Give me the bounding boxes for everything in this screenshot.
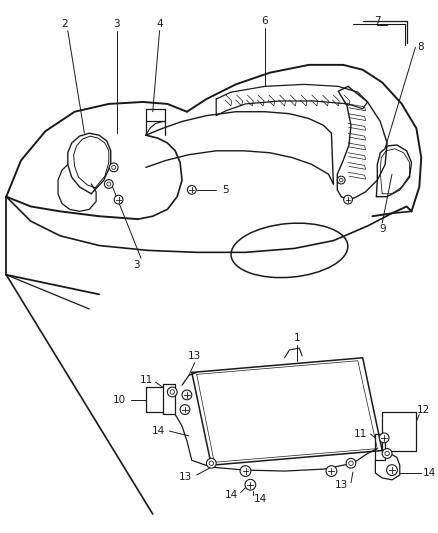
Text: 10: 10: [113, 395, 127, 405]
Text: 8: 8: [417, 42, 424, 52]
Circle shape: [206, 458, 216, 468]
Circle shape: [104, 180, 113, 188]
Text: 2: 2: [62, 19, 68, 29]
Text: 3: 3: [113, 19, 120, 29]
Text: 7: 7: [374, 16, 381, 26]
Circle shape: [114, 195, 123, 204]
Circle shape: [240, 466, 251, 477]
Text: 14: 14: [224, 489, 238, 499]
Text: 4: 4: [156, 19, 163, 29]
Circle shape: [346, 458, 356, 468]
Circle shape: [387, 465, 397, 475]
Text: 14: 14: [423, 468, 437, 478]
Text: 11: 11: [139, 375, 153, 385]
Text: 14: 14: [253, 495, 267, 504]
Circle shape: [187, 185, 196, 194]
Circle shape: [110, 163, 118, 172]
Text: 12: 12: [417, 405, 430, 415]
Circle shape: [245, 479, 256, 490]
Text: 13: 13: [335, 480, 348, 490]
Circle shape: [337, 176, 345, 184]
Text: 5: 5: [223, 185, 229, 195]
Text: 3: 3: [133, 260, 139, 270]
Circle shape: [182, 390, 192, 400]
Text: 11: 11: [354, 429, 367, 439]
Circle shape: [167, 387, 177, 397]
Circle shape: [379, 433, 389, 443]
Circle shape: [326, 466, 337, 477]
Circle shape: [180, 405, 190, 415]
Text: 1: 1: [294, 333, 300, 343]
Text: 9: 9: [379, 224, 385, 234]
Circle shape: [382, 449, 392, 458]
Text: 13: 13: [179, 472, 192, 482]
Text: 14: 14: [152, 426, 166, 436]
Text: 6: 6: [262, 16, 268, 26]
Text: 13: 13: [188, 351, 201, 361]
Circle shape: [344, 195, 353, 204]
